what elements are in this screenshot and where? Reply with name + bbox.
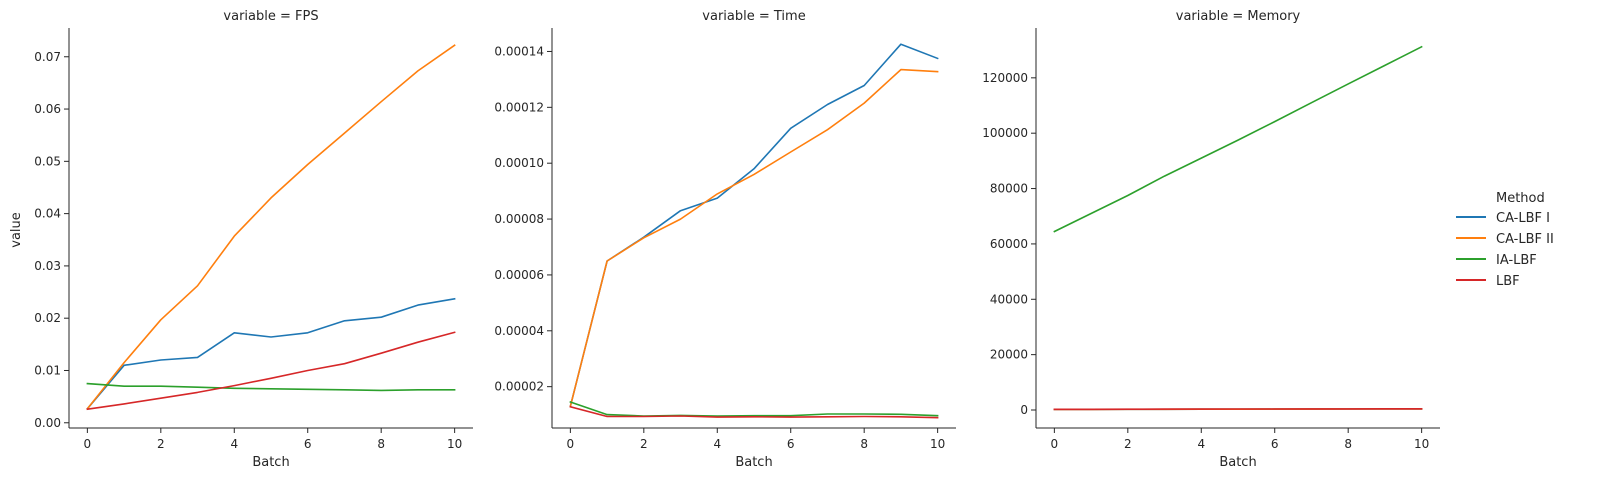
- y-tick-label: 120000: [982, 71, 1028, 85]
- panel-fps: variable = FPS Batch 0 2 4 6 8 10 0.00 0.01 0.02…: [34, 9, 473, 470]
- x-tick-label: 0: [567, 437, 575, 451]
- panel-title-time: variable = Time: [702, 9, 805, 24]
- legend-label-ca-lbf-ii: CA-LBF II: [1496, 232, 1554, 247]
- panel-title-fps: variable = FPS: [223, 9, 318, 24]
- x-tick-label: 4: [230, 437, 238, 451]
- y-tick-label: 40000: [990, 292, 1028, 306]
- series-line-ca-lbf-i-fps: [86, 297, 456, 410]
- series-line-lbf-fps: [86, 331, 456, 411]
- y-tick-label: 0.01: [34, 363, 61, 377]
- legend-item-ca-lbf-ii: CA-LBF II: [1456, 232, 1554, 247]
- series-line-ca-lbf-i-time: [569, 43, 939, 408]
- x-tick-label: 10: [1414, 437, 1429, 451]
- x-tick-label: 8: [860, 437, 868, 451]
- x-tick-label: 10: [447, 437, 462, 451]
- panel-title-memory: variable = Memory: [1176, 9, 1301, 24]
- x-tick-label: 6: [787, 437, 795, 451]
- y-tick-label: 80000: [990, 182, 1028, 196]
- legend-label-lbf: LBF: [1496, 274, 1520, 289]
- legend-item-ia-lbf: IA-LBF: [1456, 253, 1537, 268]
- x-tick-label: 2: [640, 437, 648, 451]
- y-tick-label: 100000: [982, 126, 1028, 140]
- legend-title: Method: [1496, 191, 1545, 206]
- series-line-ca-lbf-ii-fps: [86, 44, 456, 410]
- y-tick-label: 0.06: [34, 102, 61, 116]
- legend-item-ca-lbf-i: CA-LBF I: [1456, 211, 1550, 226]
- legend: Method CA-LBF I CA-LBF II IA-LBF LBF: [1456, 191, 1554, 289]
- x-tick-label: 6: [304, 437, 312, 451]
- series-line-lbf-time: [569, 405, 939, 419]
- x-tick-label: 4: [713, 437, 721, 451]
- x-tick-label: 4: [1197, 437, 1205, 451]
- legend-item-lbf: LBF: [1456, 274, 1520, 289]
- y-tick-label: 0.02: [34, 311, 61, 325]
- x-tick-label: 2: [157, 437, 165, 451]
- x-axis-label-time: Batch: [735, 455, 772, 470]
- y-tick-label: 0.00014: [494, 44, 544, 58]
- series-line-ia-lbf-fps: [86, 382, 456, 392]
- x-axis-label-fps: Batch: [252, 455, 289, 470]
- panel-time: variable = Time Batch 0 2 4 6 8 10 0.00002 0.00…: [494, 9, 956, 470]
- x-tick-label: 8: [377, 437, 385, 451]
- y-tick-label: 0.00004: [494, 324, 544, 338]
- y-tick-label: 20000: [990, 348, 1028, 362]
- x-tick-label: 2: [1124, 437, 1132, 451]
- legend-label-ca-lbf-i: CA-LBF I: [1496, 211, 1550, 226]
- y-tick-label: 0.00008: [494, 212, 544, 226]
- y-tick-label: 0.00002: [494, 380, 544, 394]
- series-line-lbf-memory: [1053, 407, 1423, 411]
- series-line-ca-lbf-ii-time: [569, 68, 939, 408]
- x-tick-label: 0: [1051, 437, 1059, 451]
- y-axis-label: value: [9, 212, 24, 248]
- series-line-ia-lbf-time: [569, 400, 939, 417]
- y-tick-label: 0.00012: [494, 100, 544, 114]
- y-tick-label: 0.07: [34, 50, 61, 64]
- y-tick-label: 0.00010: [494, 156, 544, 170]
- panel-memory: variable = Memory Batch 0 2 4 6 8 10 0 20000 400…: [982, 9, 1440, 470]
- x-tick-label: 8: [1344, 437, 1352, 451]
- y-tick-label: 0.04: [34, 207, 61, 221]
- x-axis-label-memory: Batch: [1219, 455, 1256, 470]
- y-tick-label: 0.00006: [494, 268, 544, 282]
- y-tick-label: 0.03: [34, 259, 61, 273]
- x-tick-label: 6: [1271, 437, 1279, 451]
- y-tick-label: 0: [1020, 403, 1028, 417]
- series-line-ia-lbf-memory: [1053, 45, 1423, 233]
- y-tick-label: 0.05: [34, 154, 61, 168]
- y-tick-label: 0.00: [34, 416, 61, 430]
- legend-label-ia-lbf: IA-LBF: [1496, 253, 1537, 268]
- y-tick-label: 60000: [990, 237, 1028, 251]
- x-tick-label: 10: [930, 437, 945, 451]
- x-tick-label: 0: [84, 437, 92, 451]
